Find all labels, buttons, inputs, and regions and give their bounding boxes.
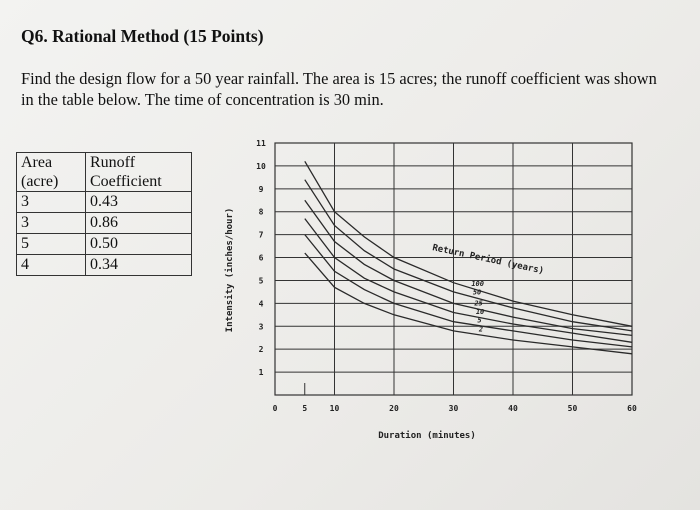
series-line-10 [304,218,633,343]
y-tick-label: 4 [259,299,264,308]
x-tick-label: 0 [273,404,278,413]
x-tick-label: 20 [389,404,399,413]
return-period-label: 2 [478,326,483,334]
coef-cell: 0.50 [85,233,192,255]
series-line-25 [304,199,633,337]
table-row: 5 0.50 [16,233,192,255]
header-area-line-1: Area [21,154,53,171]
x-tick-label: 30 [449,404,459,413]
table-row: 4 0.34 [16,254,192,276]
series-line-2 [304,252,633,355]
x-axis-label: Duration (minutes) [378,430,476,441]
series-line-50 [304,179,633,332]
header-area-line-2: (acre) [21,173,59,190]
y-tick-label: 6 [259,254,264,263]
question-line-2: in the table below. The time of concentr… [21,90,384,109]
runoff-coefficient-table: Area (acre) Runoff Coefficient 3 0.43 3 … [16,152,192,276]
chart-grid [274,142,633,396]
y-tick-label: 5 [259,276,264,285]
x-tick-label: 40 [508,404,518,413]
header-coef-line-2: Coefficient [90,173,162,190]
y-tick-label: 1 [259,368,264,377]
y-tick-label: 7 [259,231,264,240]
coef-cell: 0.34 [85,254,192,276]
return-period-annotation: Return Period (years) [431,242,545,276]
y-tick-label: 10 [256,162,266,171]
y-axis-label: Intensity (inches/hour) [224,208,235,333]
chart-curves [304,160,633,355]
return-period-label: 10 [476,308,484,316]
return-period-label: 50 [473,289,481,297]
return-period-label: 25 [473,299,482,307]
return-period-label: 100 [471,280,484,288]
x-tick-label: 60 [627,404,637,413]
question-title: Q6. Rational Method (15 Points) [21,26,264,46]
y-tick-label: 3 [259,322,264,331]
x-tick-label: 50 [568,404,578,413]
return-period-label: 5 [477,316,481,324]
header-coef-line-1: Runoff [90,154,136,171]
question-line-1: Find the design flow for a 50 year rainf… [21,69,657,88]
x-tick-label: 5 [302,404,307,413]
header-area: Area (acre) [16,152,86,192]
y-tick-label: 11 [256,139,266,148]
question-text: Find the design flow for a 50 year rainf… [21,68,696,110]
y-tick-label: 9 [259,185,264,194]
series-line-5 [304,234,633,348]
y-tick-label: 2 [259,345,264,354]
x-tick-label: 10 [330,404,340,413]
series-line-100 [304,160,633,327]
y-tick-label: 8 [259,208,264,217]
